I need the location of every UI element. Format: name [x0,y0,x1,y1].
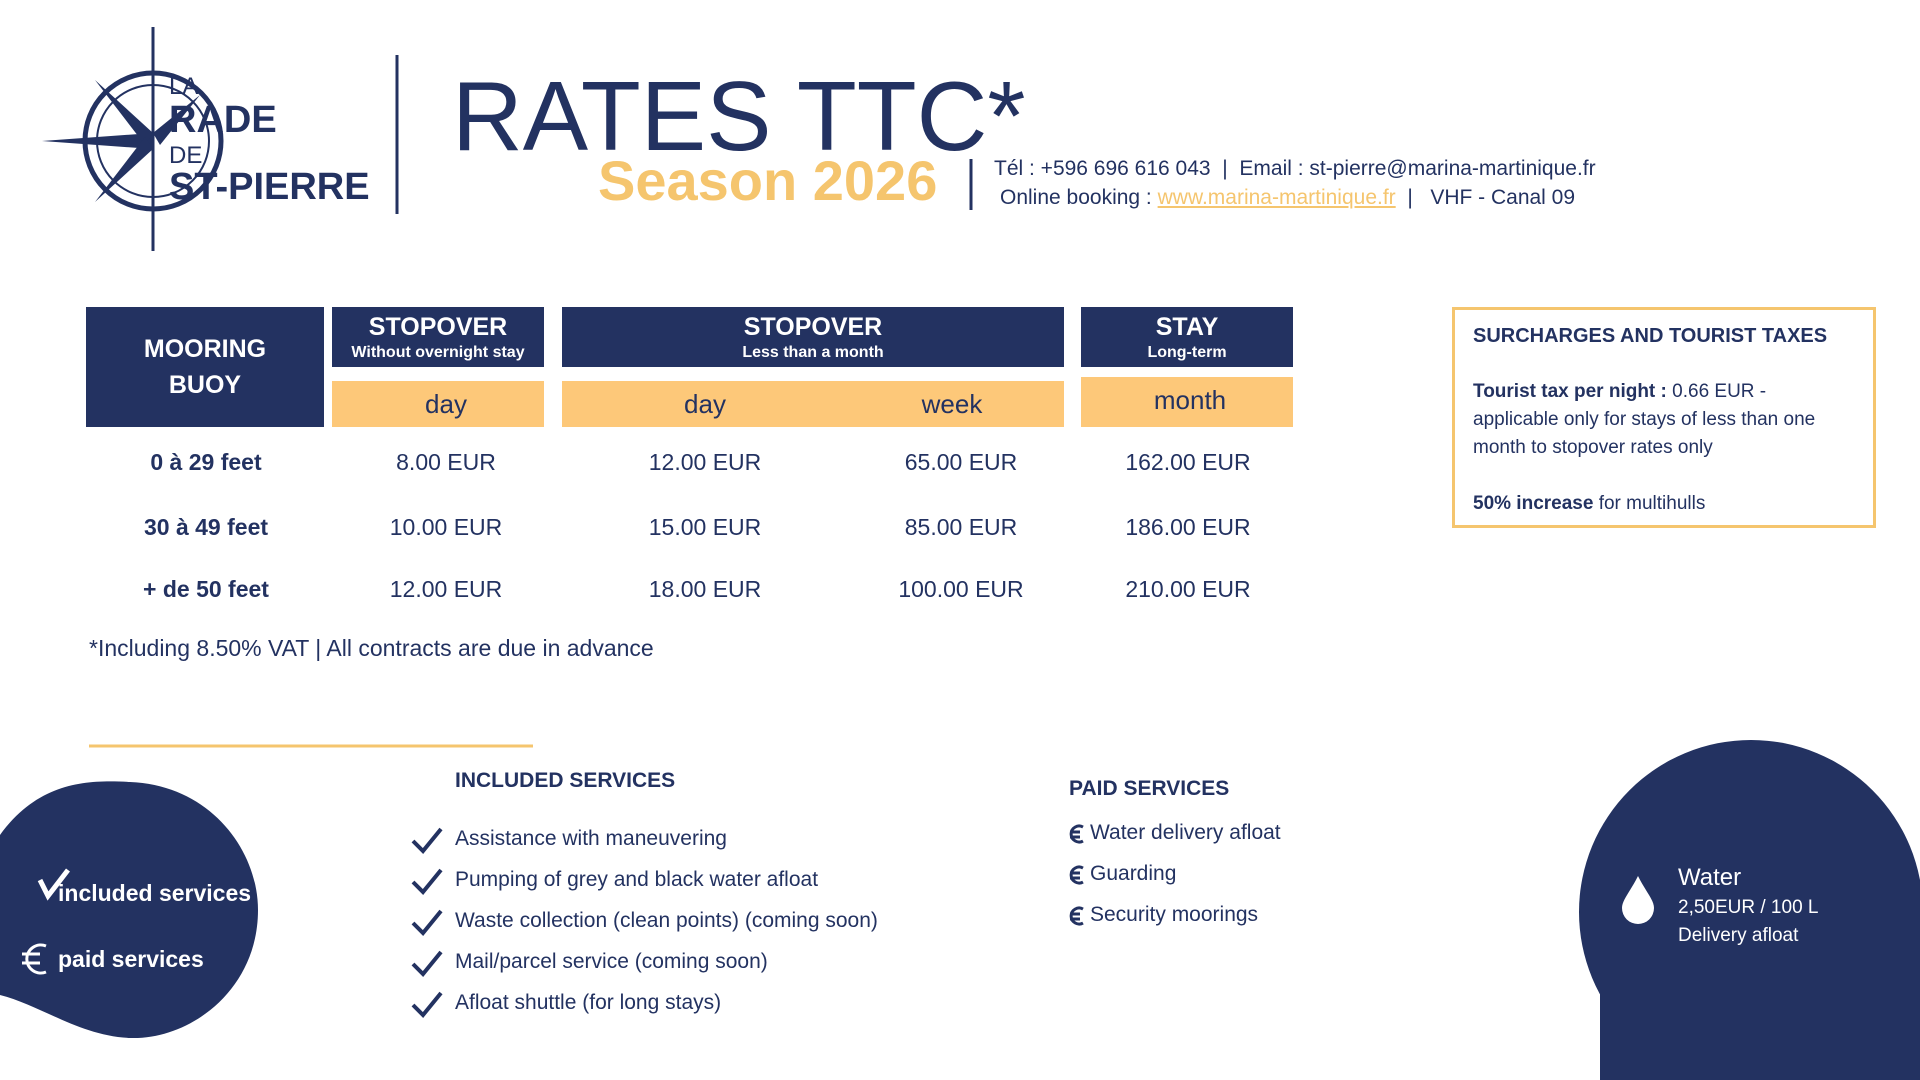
water-note: Delivery afloat [1678,925,1799,946]
booking-label: Online booking : [1000,186,1158,209]
group-header: STAY Long-term [1081,307,1293,367]
group-subtitle: Less than a month [742,344,884,361]
surcharges-title: SURCHARGES AND TOURIST TAXES [1473,325,1828,347]
rate: 8.00 EUR [396,449,496,475]
water-circle [1600,912,1920,1080]
season: Season 2026 [598,149,938,212]
increase-text: for multihulls [1593,493,1706,514]
group-title: STOPOVER [368,313,508,341]
included-item: Afloat shuttle (for long stays) [455,991,722,1014]
booking: Online booking : www.marina-martinique.f… [1000,186,1575,210]
vhf: | VHF - Canal 09 [1395,186,1576,209]
unit-label: day [684,389,726,419]
group-subtitle: Without overnight stay [351,344,525,361]
water-price: 2,50EUR / 100 L [1678,897,1819,918]
logo-text: LA [169,73,199,100]
euro-icon [1069,824,1084,844]
rate: 162.00 EUR [1125,449,1251,475]
tax: Tourist tax per night : 0.66 EUR - appli… [1473,378,1855,462]
rate: 100.00 EUR [898,576,1024,602]
rate: 12.00 EUR [389,576,503,602]
euro-icon [1069,906,1084,926]
surcharges-box: SURCHARGES AND TOURIST TAXES Tourist tax… [1452,307,1876,528]
unit-label: day [425,389,467,419]
group-subtitle: Long-term [1147,344,1227,361]
check-icon [411,991,443,1018]
unit-band [332,381,544,427]
rate: 12.00 EUR [648,449,762,475]
legend-paid: paid services [58,946,204,972]
increase-label: 50% increase [1473,493,1594,514]
rate: 210.00 EUR [1125,576,1251,602]
tax-label: Tourist tax per night : [1473,381,1667,402]
logo-text: DE [169,142,203,169]
rate: 10.00 EUR [389,514,503,540]
check-icon [411,950,443,977]
included-title: INCLUDED SERVICES [455,769,676,792]
check-icon [411,868,443,895]
footnote: *Including 8.50% VAT | All contracts are… [89,635,654,661]
contact: Tél : +596 696 616 043 | Email : st-pier… [994,157,1596,180]
row-size: + de 50 feet [143,576,269,602]
paid-title: PAID SERVICES [1069,777,1230,800]
included-item: Waste collection (clean points) (coming … [455,909,878,932]
rate: 65.00 EUR [904,449,1018,475]
included-item: Mail/parcel service (coming soon) [455,950,768,973]
check-icon [411,909,443,936]
rate: 186.00 EUR [1125,514,1251,540]
euro-icon [1069,865,1084,885]
logo-text: RADE [169,99,277,141]
included-item: Pumping of grey and black water afloat [455,868,819,891]
unit-label: month [1153,385,1227,415]
paid-item: Guarding [1090,862,1177,885]
corner-header: MOORING BUOY [86,307,324,427]
rate: 85.00 EUR [904,514,1018,540]
check-icon [411,827,443,854]
check-icon [37,868,70,901]
title: RATES TTC* [452,61,1026,171]
rate: 15.00 EUR [648,514,762,540]
group-title: STAY [1155,313,1219,341]
group-title: STOPOVER [743,313,883,341]
group-header: STOPOVER Less than a month [562,307,1064,367]
row-size: 30 à 49 feet [143,514,269,540]
compass-logo [42,27,224,251]
tax-text: 0.66 EUR - applicable only for stays of … [1473,381,1816,458]
increase: 50% increase for multihulls [1473,490,1855,518]
logo-text: ST-PIERRE [169,166,370,208]
included-item: Assistance with maneuvering [455,827,727,850]
euro-icon [22,943,47,975]
unit-label: week [921,389,983,419]
paid-item: Water delivery afloat [1090,821,1281,844]
legend-blob [0,781,258,1039]
rate: 18.00 EUR [648,576,762,602]
legend-included: included services [58,880,252,906]
water-title: Water [1678,864,1742,891]
paid-item: Security moorings [1090,903,1259,926]
unit-band [1081,377,1293,427]
drop-icon [1622,876,1654,924]
row-size: 0 à 29 feet [150,449,262,475]
unit-band [562,381,1064,427]
group-header: STOPOVER Without overnight stay [332,307,544,367]
booking-link[interactable]: www.marina-martinique.fr [1157,186,1396,209]
